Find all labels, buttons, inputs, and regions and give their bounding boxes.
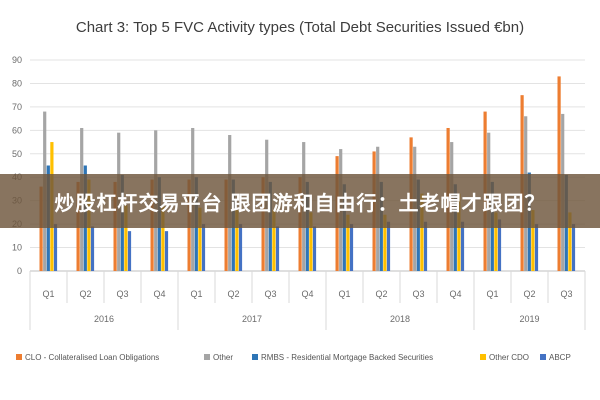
bar-other-cdo — [346, 214, 350, 271]
x-tick-label: Q1 — [190, 289, 202, 299]
y-tick-label: 60 — [12, 125, 22, 135]
bar-other-cdo — [198, 207, 202, 271]
bar-abcp — [164, 231, 169, 271]
y-tick-label: 0 — [17, 266, 22, 276]
bar-abcp — [238, 224, 243, 271]
bar-clo-collateralised-loan- — [39, 186, 43, 271]
x-tick-label: Q4 — [301, 289, 313, 299]
x-tick-label: Q4 — [153, 289, 165, 299]
bar-abcp — [497, 219, 502, 271]
legend-label: Other — [213, 353, 233, 362]
y-tick-label: 70 — [12, 102, 22, 112]
bar-abcp — [423, 221, 428, 271]
x-tick-label: Q3 — [560, 289, 572, 299]
bar-abcp — [275, 226, 280, 271]
legend-swatch — [252, 354, 258, 360]
overlay-banner: 炒股杠杆交易平台 跟团游和自由行：土老帽才跟团？ — [0, 174, 600, 228]
legend-swatch — [540, 354, 546, 360]
legend-label: RMBS - Residential Mortgage Backed Secur… — [261, 353, 433, 362]
legend-label: ABCP — [549, 353, 571, 362]
year-label: 2019 — [519, 314, 539, 324]
x-tick-label: Q2 — [523, 289, 535, 299]
bar-abcp — [312, 226, 317, 271]
bar-abcp — [386, 221, 391, 271]
bar-abcp — [201, 224, 206, 271]
bar-abcp — [349, 224, 354, 271]
bar-abcp — [460, 221, 465, 271]
bar-other-cdo — [383, 214, 387, 271]
y-axis-ticks: 0102030405060708090 — [12, 55, 22, 276]
bar-other-cdo — [457, 193, 461, 271]
x-tick-label: Q1 — [486, 289, 498, 299]
y-tick-label: 80 — [12, 78, 22, 88]
x-tick-label: Q2 — [79, 289, 91, 299]
bar-abcp — [53, 224, 58, 271]
bar-clo-collateralised-loan- — [557, 76, 561, 272]
legend-label: CLO - Collateralised Loan Obligations — [25, 353, 159, 362]
chart-title: Chart 3: Top 5 FVC Activity types (Total… — [76, 19, 524, 36]
x-tick-label: Q2 — [375, 289, 387, 299]
bar-abcp — [127, 231, 132, 271]
bar-other-cdo — [309, 212, 313, 271]
bar-other-cdo — [494, 212, 498, 271]
bar-other-cdo — [568, 212, 572, 271]
legend-label: Other CDO — [489, 353, 529, 362]
bar-other-cdo — [161, 205, 165, 271]
bar-abcp — [571, 224, 576, 271]
y-tick-label: 50 — [12, 149, 22, 159]
year-label: 2016 — [94, 314, 114, 324]
bar-other-cdo — [531, 210, 535, 271]
year-label: 2017 — [242, 314, 262, 324]
y-tick-label: 10 — [12, 243, 22, 253]
legend-swatch — [16, 354, 22, 360]
x-tick-label: Q4 — [449, 289, 461, 299]
bar-other-cdo — [235, 210, 239, 271]
x-tick-label: Q1 — [338, 289, 350, 299]
bar-abcp — [534, 224, 539, 271]
overlay-text: 炒股杠杆交易平台 跟团游和自由行：土老帽才跟团？ — [54, 190, 546, 215]
bar-abcp — [90, 226, 95, 271]
x-tick-label: Q2 — [227, 289, 239, 299]
x-tick-label: Q3 — [264, 289, 276, 299]
y-tick-label: 90 — [12, 55, 22, 65]
year-label: 2018 — [390, 314, 410, 324]
x-tick-label: Q1 — [42, 289, 54, 299]
legend-swatch — [480, 354, 486, 360]
x-tick-label: Q3 — [412, 289, 424, 299]
x-axis-ticks: Q1 Q2 Q3 Q4 Q1 Q2 Q3 Q4 Q1 Q2 Q3 Q4 Q1 Q2 Q3 2016 2017 20… — [29, 271, 586, 330]
x-tick-label: Q3 — [116, 289, 128, 299]
bar-other-cdo — [272, 210, 276, 271]
bar-other-cdo — [420, 193, 424, 271]
legend: CLO - Collateralised Loan Obligations Oth… — [16, 353, 571, 362]
legend-swatch — [204, 354, 210, 360]
bar-other-cdo — [124, 205, 128, 271]
